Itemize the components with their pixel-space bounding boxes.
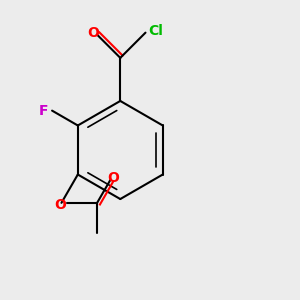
Text: O: O: [88, 26, 100, 40]
Text: Cl: Cl: [148, 24, 163, 38]
Text: O: O: [107, 171, 119, 185]
Text: O: O: [54, 198, 66, 212]
Text: F: F: [39, 103, 49, 118]
